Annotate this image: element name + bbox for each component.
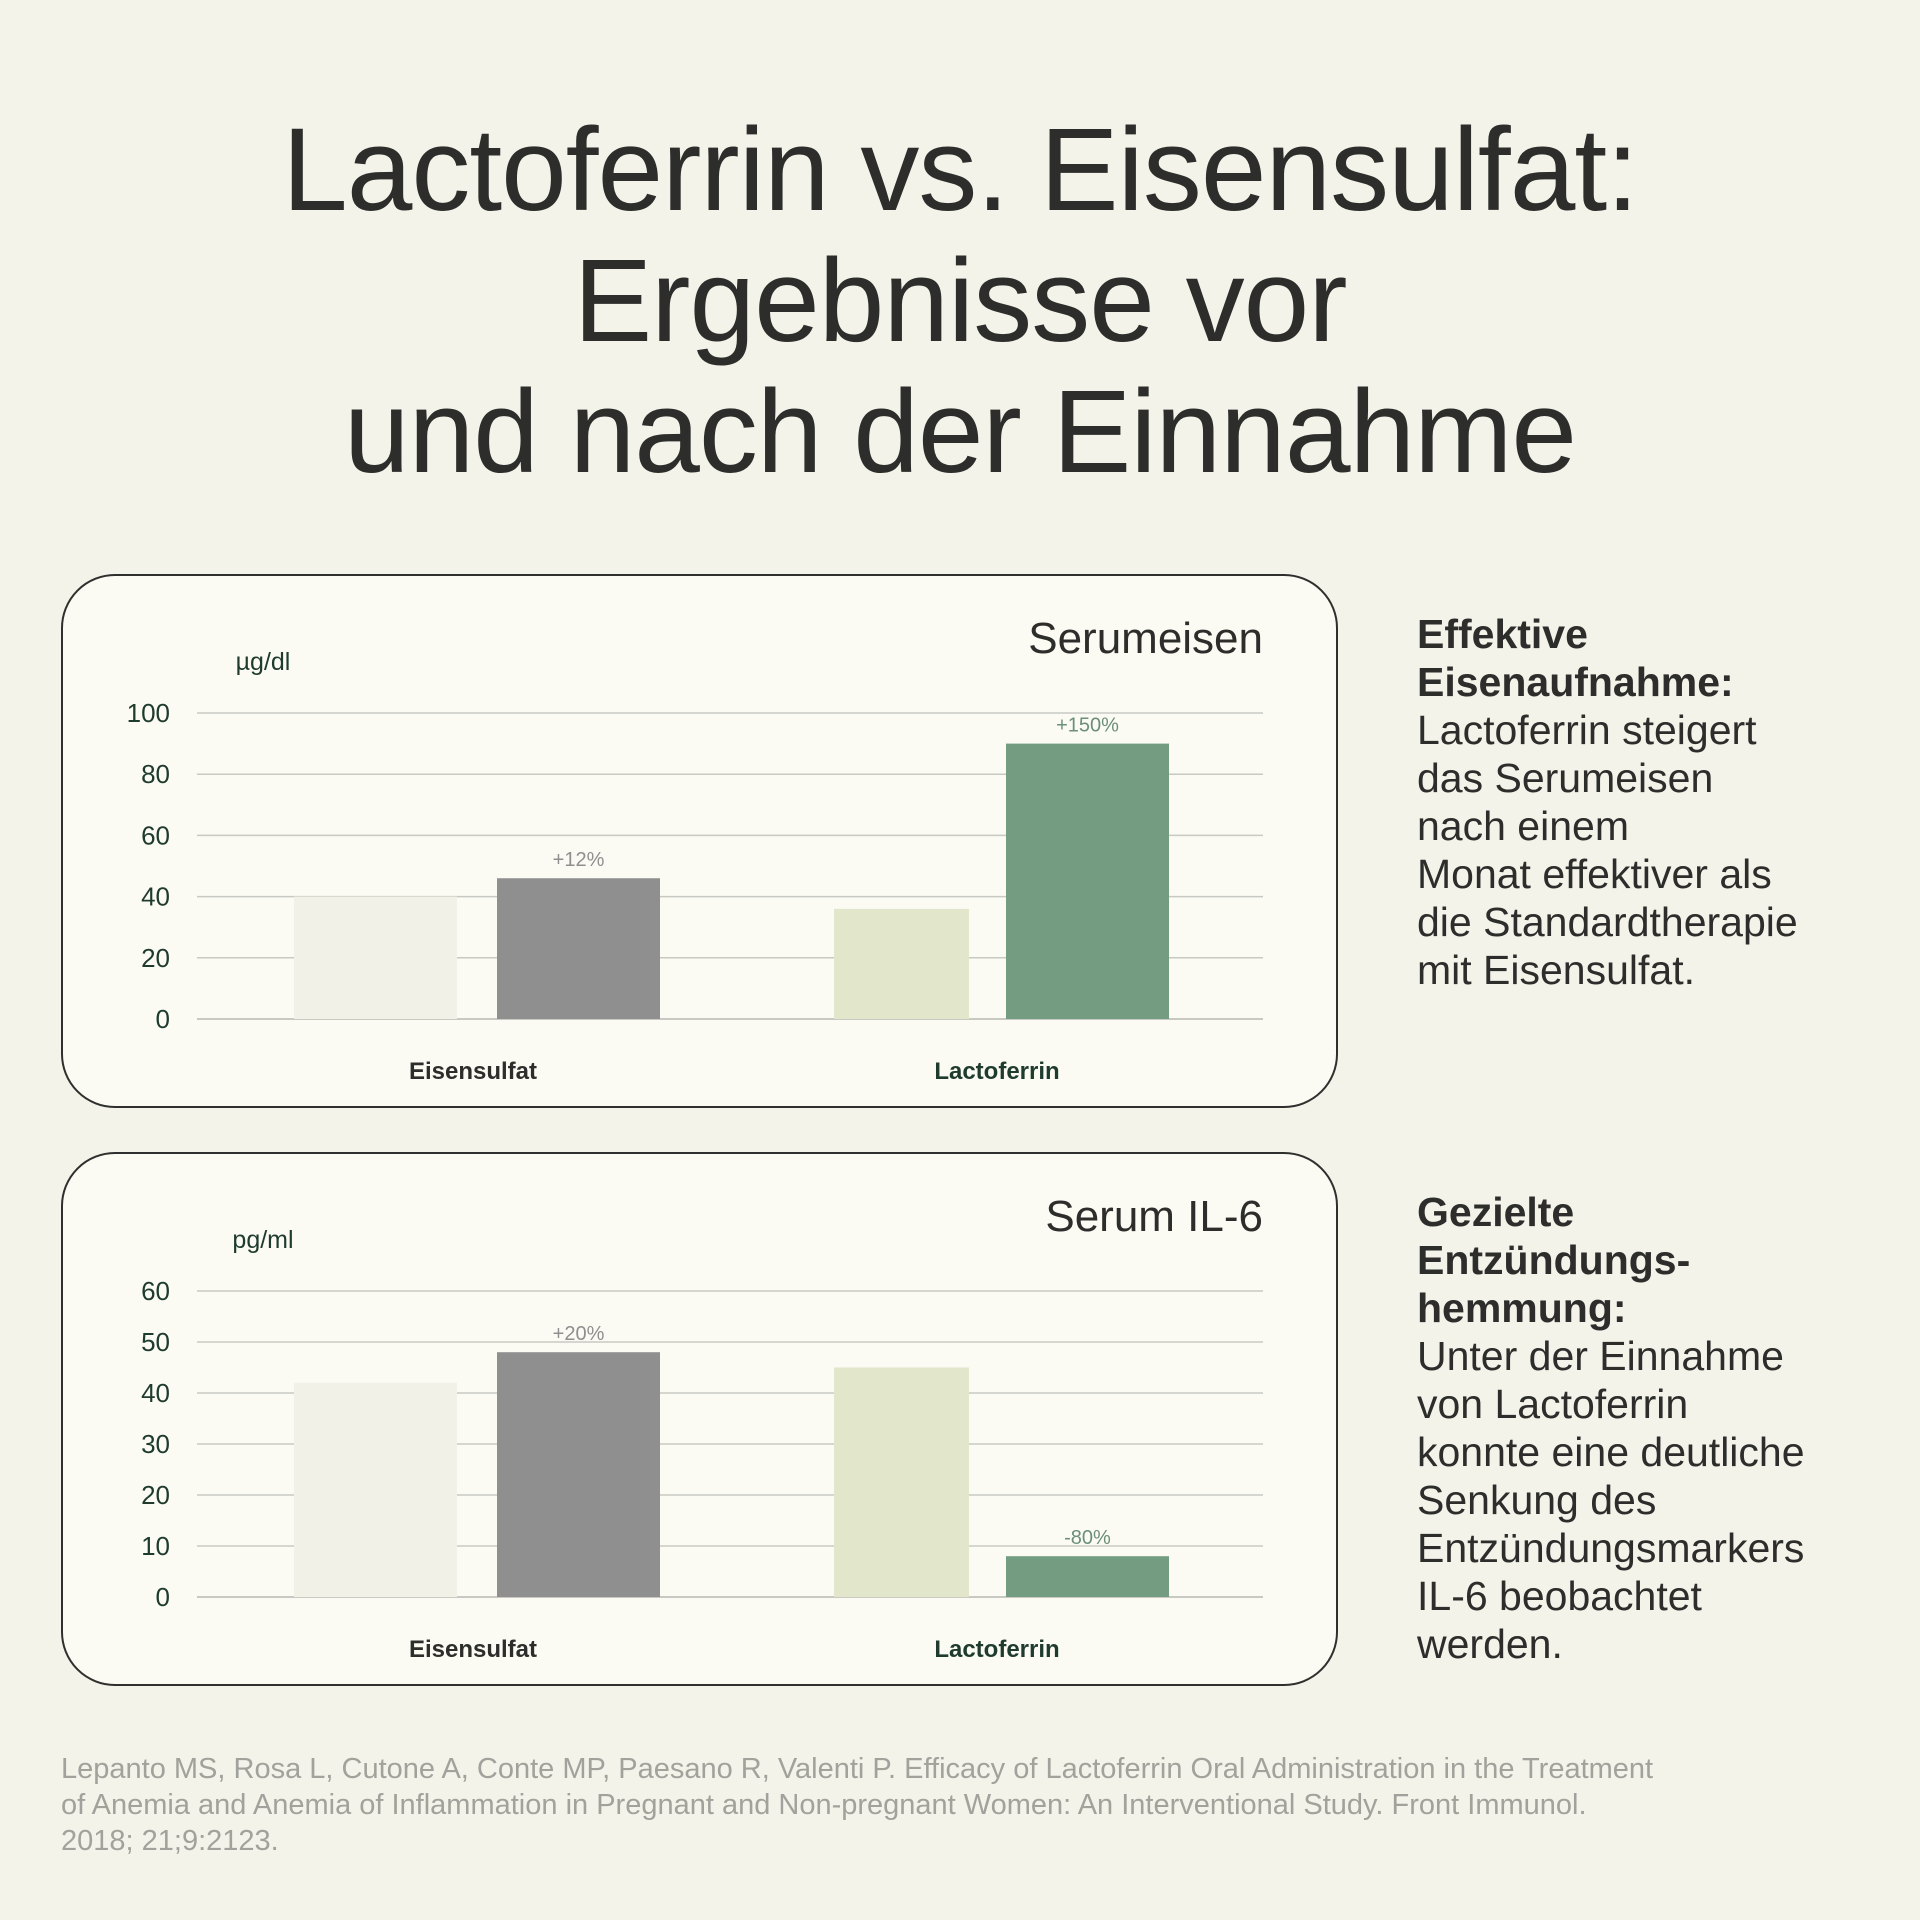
y-tick-label: 20: [141, 1480, 170, 1510]
side-body-line: Monat effektiver als: [1417, 851, 1772, 897]
side-body-line: Senkung des: [1417, 1477, 1657, 1523]
citation-line: Lepanto MS, Rosa L, Cutone A, Conte MP, …: [61, 1753, 1654, 1785]
bar-eisensulfat-after: [497, 1352, 660, 1597]
side-body-line: IL-6 beobachtet: [1417, 1573, 1702, 1619]
side-body-line: Lactoferrin steigert: [1417, 707, 1757, 753]
side-heading-line: Gezielte: [1417, 1189, 1575, 1235]
il6-chart-card: 0 10 20 30 40 50 60 pg/ml Serum IL-6 +20% Eisensul…: [61, 1152, 1338, 1686]
title-line-2: Ergebnisse vor: [573, 235, 1347, 367]
side-heading-line: Eisenaufnahme:: [1417, 659, 1734, 705]
bar-eisensulfat-before: [294, 1382, 457, 1597]
side-text-iron: Effektive Eisenaufnahme: Lactoferrin ste…: [1417, 610, 1887, 994]
side-body-line: Unter der Einnahme: [1417, 1333, 1784, 1379]
side-body-iron: Lactoferrin steigert das Serumeisen nach…: [1417, 706, 1887, 994]
change-label-lactoferrin: +150%: [1056, 715, 1119, 737]
change-label-lactoferrin: -80%: [1064, 1527, 1111, 1549]
side-body-line: mit Eisensulfat.: [1417, 947, 1695, 993]
il6-chart: 0 10 20 30 40 50 60 pg/ml Serum IL-6 +20% Eisensul…: [141, 1192, 1263, 1663]
side-body-line: nach einem: [1417, 803, 1629, 849]
change-label-eisensulfat: +20%: [553, 1323, 605, 1345]
category-label-eisensulfat: Eisensulfat: [409, 1636, 537, 1663]
y-tick-label: 40: [141, 1378, 170, 1408]
bar-lactoferrin-before: [834, 1367, 969, 1597]
y-tick-label: 60: [141, 1276, 170, 1306]
side-body-line: von Lactoferrin: [1417, 1381, 1689, 1427]
y-tick-label: 20: [141, 943, 170, 973]
side-text-inflammation: Gezielte Entzündungs- hemmung: Unter der…: [1417, 1188, 1887, 1668]
y-tick-label: 80: [141, 759, 170, 789]
citation-line: of Anemia and Anemia of Inflammation in …: [61, 1789, 1587, 1821]
side-heading-inflammation: Gezielte Entzündungs- hemmung:: [1417, 1188, 1887, 1332]
citation: Lepanto MS, Rosa L, Cutone A, Conte MP, …: [61, 1751, 1881, 1859]
title-line-3: und nach der Einnahme: [343, 366, 1577, 498]
side-body-line: konnte eine deutliche: [1417, 1429, 1805, 1475]
y-tick-label: 60: [141, 820, 170, 850]
y-tick-label: 0: [156, 1004, 170, 1034]
side-body-line: die Standardtherapie: [1417, 899, 1798, 945]
bar-lactoferrin-after: [1006, 743, 1169, 1019]
y-tick-label: 40: [141, 882, 170, 912]
side-body-inflammation: Unter der Einnahme von Lactoferrin konnt…: [1417, 1332, 1887, 1668]
category-label-lactoferrin: Lactoferrin: [934, 1636, 1059, 1663]
bar-lactoferrin-after: [1006, 1556, 1169, 1597]
y-tick-label: 50: [141, 1327, 170, 1357]
chart-title: Serumeisen: [1028, 614, 1263, 663]
bar-lactoferrin-before: [834, 908, 969, 1019]
title-line-1: Lactoferrin vs. Eisensulfat:: [282, 104, 1639, 236]
category-label-lactoferrin: Lactoferrin: [934, 1058, 1059, 1085]
y-tick-label: 10: [141, 1531, 170, 1561]
category-label-eisensulfat: Eisensulfat: [409, 1058, 537, 1085]
y-tick-label: 30: [141, 1429, 170, 1459]
y-unit-label: µg/dl: [236, 648, 291, 676]
chart-title: Serum IL-6: [1045, 1192, 1263, 1241]
side-body-line: Entzündungsmarkers: [1417, 1525, 1805, 1571]
side-body-line: das Serumeisen: [1417, 755, 1714, 801]
y-tick-label: 0: [156, 1582, 170, 1612]
side-heading-line: Effektive: [1417, 611, 1588, 657]
side-heading-line: Entzündungs-: [1417, 1237, 1691, 1283]
bar-eisensulfat-after: [497, 878, 660, 1019]
serumeisen-chart: 0 20 40 60 80 100 µg/dl Serumeisen +12% Eisensulf…: [127, 614, 1263, 1085]
side-body-line: werden.: [1417, 1621, 1563, 1667]
page-title: Lactoferrin vs. Eisensulfat: Ergebnisse …: [0, 105, 1920, 498]
bar-eisensulfat-before: [294, 896, 457, 1019]
change-label-eisensulfat: +12%: [553, 849, 605, 871]
serumeisen-chart-card: 0 20 40 60 80 100 µg/dl Serumeisen +12% Eisensulf…: [61, 574, 1338, 1108]
side-heading-line: hemmung:: [1417, 1285, 1627, 1331]
side-heading-iron: Effektive Eisenaufnahme:: [1417, 610, 1887, 706]
y-unit-label: pg/ml: [232, 1226, 293, 1254]
y-tick-label: 100: [127, 698, 170, 728]
citation-line: 2018; 21;9:2123.: [61, 1825, 279, 1857]
